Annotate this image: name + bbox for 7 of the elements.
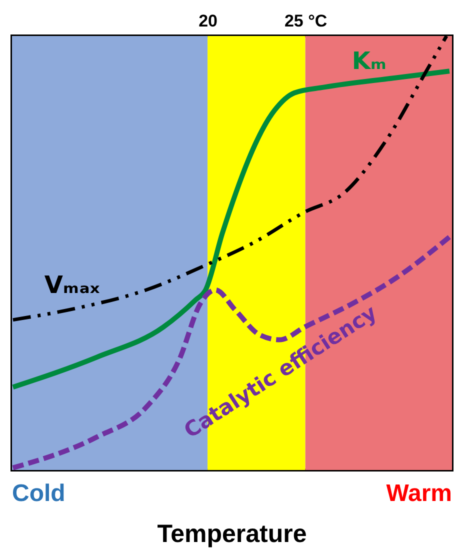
text: Cold — [12, 480, 66, 507]
x-tick-label: 20 — [198, 12, 218, 30]
x-axis-title: Temperature — [157, 520, 307, 548]
text: Warm — [386, 480, 452, 507]
series-label: Vₘₐₓ — [44, 271, 100, 300]
x-tick-label: 25 °C — [284, 12, 328, 30]
series-label: Kₘ — [352, 47, 386, 76]
